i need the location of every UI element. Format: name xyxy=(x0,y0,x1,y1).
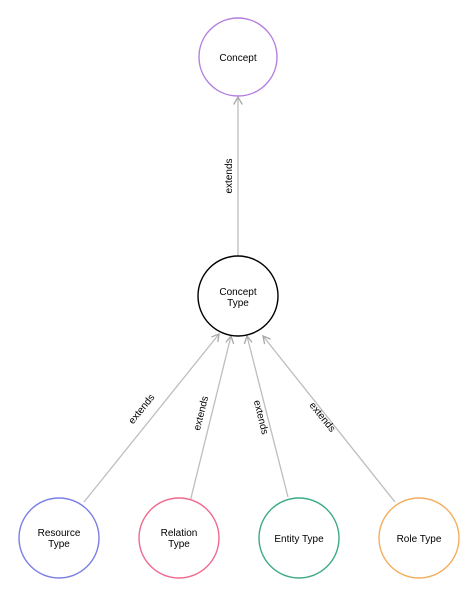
node-role-type-circle xyxy=(378,497,460,579)
edge-label: extends xyxy=(224,158,235,193)
node-relation-type[interactable]: Relation Type xyxy=(138,497,220,579)
node-relation-type-label-line-1: Relation xyxy=(161,528,198,539)
node-resource-type-label-line-2: Type xyxy=(48,539,70,550)
edge-concept-type-to-concept: extends xyxy=(224,95,243,256)
edge-label: extends xyxy=(127,392,158,426)
edge-line xyxy=(262,335,396,503)
node-entity-type-circle xyxy=(258,497,340,579)
node-concept-type-label-line-1: Concept xyxy=(219,287,256,298)
node-concept-type-label-line-2: Type xyxy=(227,298,249,309)
edge-label: extends xyxy=(307,400,338,434)
arrowhead-icon xyxy=(262,334,271,345)
edge-line xyxy=(246,335,289,498)
edge-line xyxy=(83,333,220,503)
node-concept-type[interactable]: Concept Type xyxy=(197,255,279,337)
node-resource-type-label-line-1: Resource xyxy=(38,528,81,539)
node-relation-type-circle xyxy=(138,497,220,579)
edge-relation-type-to-concept-type: extends xyxy=(189,334,235,503)
node-concept-circle xyxy=(198,17,278,97)
arrowhead-icon xyxy=(233,95,243,105)
node-entity-type-label: Entity Type xyxy=(274,534,324,545)
arrowhead-icon xyxy=(211,332,220,343)
edge-line xyxy=(189,335,232,503)
node-entity-type[interactable]: Entity Type xyxy=(258,497,340,579)
arrowhead-icon xyxy=(243,334,253,345)
node-concept[interactable]: Concept xyxy=(198,17,278,97)
node-resource-type-circle xyxy=(18,497,100,579)
node-role-type[interactable]: Role Type xyxy=(378,497,460,579)
node-concept-label: Concept xyxy=(219,53,256,64)
node-concept-type-circle xyxy=(197,255,279,337)
node-role-type-label: Role Type xyxy=(397,534,442,545)
node-resource-type[interactable]: Resource Type xyxy=(18,497,100,579)
node-relation-type-label-line-2: Type xyxy=(168,539,190,550)
